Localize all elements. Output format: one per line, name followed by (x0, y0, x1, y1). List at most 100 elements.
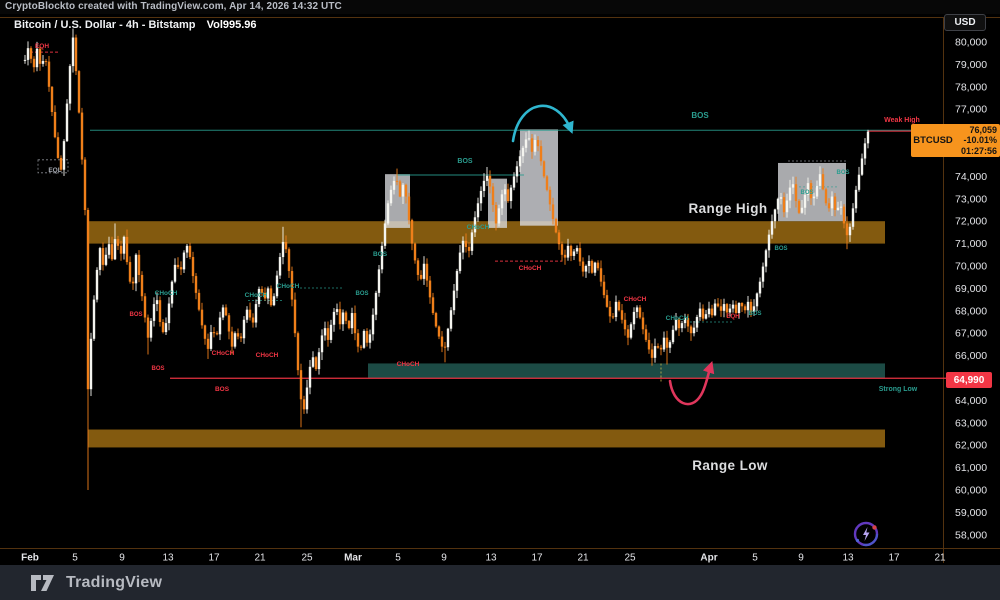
candle-body (335, 309, 339, 312)
attribution-bar: CryptoBlockto created with TradingView.c… (0, 0, 1000, 14)
candle-body (437, 326, 441, 337)
candle-body (404, 184, 408, 197)
candle-body (92, 299, 96, 339)
lightning-icon (863, 527, 870, 541)
smc-label: BOS (129, 312, 142, 318)
candle-body (626, 329, 630, 338)
price-tick-label: 64,000 (955, 395, 987, 407)
candle-body (728, 308, 732, 313)
smc-label: CHoCH (397, 361, 420, 368)
candle-body (107, 244, 111, 255)
smc-label: CHoCH (245, 292, 268, 299)
candle-body (530, 138, 534, 152)
time-tick-label: 5 (752, 553, 758, 564)
price-tick-label: 60,000 (955, 485, 987, 497)
candle-body (122, 236, 126, 254)
candle-body (377, 269, 381, 293)
current-change-value: -10.01% (963, 135, 997, 146)
candle-body (341, 312, 345, 325)
candle-body (494, 204, 498, 224)
current-price-label[interactable]: BTCUSD 76,059 -10.01% 01:27:56 (911, 124, 1000, 157)
smc-label: BOS (836, 170, 849, 176)
price-axis-separator (943, 17, 944, 563)
candle-body (713, 303, 717, 316)
reaccumulation-arrow[interactable] (668, 361, 715, 406)
candle-wick (528, 130, 530, 141)
candle-body (620, 310, 624, 320)
candles-layer (23, 28, 870, 490)
candle-body (173, 264, 177, 282)
price-tick-label: 68,000 (955, 305, 987, 317)
candle-body (578, 248, 582, 262)
candle-body (770, 221, 774, 235)
price-axis[interactable]: 80,000 79,000 78,000 77,000 74,000 73,000 72,0… (955, 37, 987, 542)
time-tick-label: Feb (21, 553, 39, 564)
candle-body (737, 302, 741, 314)
candle-body (293, 299, 297, 334)
candle-body (269, 288, 273, 306)
candle-body (671, 329, 675, 343)
candle-body (263, 292, 267, 299)
candle-body (98, 248, 102, 270)
tradingview-wordmark[interactable]: TradingView (66, 573, 163, 591)
candle-body (254, 304, 258, 323)
candle-body (56, 137, 60, 158)
candle-wick (132, 277, 134, 290)
candle-body (467, 246, 471, 251)
candle-body (449, 310, 453, 329)
candle-body (83, 159, 87, 210)
candle-body (236, 333, 240, 337)
tradingview-logo-icon[interactable] (30, 572, 56, 594)
candle-body (695, 316, 699, 328)
candle-body (266, 288, 270, 299)
candle-body (803, 194, 807, 208)
candle-body (506, 189, 510, 202)
range-high-band[interactable] (88, 221, 885, 244)
candle-body (458, 252, 462, 272)
candle-body (212, 332, 216, 334)
time-tick-label: 13 (485, 553, 497, 564)
candle-body (791, 184, 795, 188)
candle-wick (45, 58, 47, 66)
candle-body (242, 319, 246, 339)
smc-label: BOS (151, 366, 164, 372)
candle-body (71, 37, 75, 67)
range-label: Range High (688, 201, 767, 216)
candle-body (698, 308, 702, 317)
time-axis[interactable]: Feb 5 9 13 17 21 25 Mar 5 9 13 17 21 25 Apr 5 9 13 17 21 (21, 553, 946, 564)
demand-band[interactable] (368, 363, 885, 379)
currency-toggle-button[interactable]: USD (944, 14, 986, 31)
candle-body (146, 317, 150, 338)
candle-body (305, 387, 309, 410)
candle-body (143, 296, 147, 318)
candle-body (281, 241, 285, 258)
candle-body (509, 187, 513, 202)
candle-body (854, 189, 858, 209)
candle-body (380, 245, 384, 270)
candle-body (344, 312, 348, 321)
candle-body (362, 330, 366, 348)
range-low-band[interactable] (88, 429, 885, 448)
candle-body (497, 208, 501, 224)
candle-body (527, 138, 531, 140)
level-price-label[interactable]: 64,990 (946, 372, 992, 388)
candle-body (734, 304, 738, 314)
symbol-title[interactable]: Bitcoin / U.S. Dollar - 4h - Bitstamp Vo… (14, 19, 257, 31)
candle-body (311, 357, 315, 367)
candle-body (455, 271, 459, 291)
candle-body (86, 210, 90, 390)
drawn-arrows-layer (511, 104, 715, 406)
candle-body (419, 274, 423, 279)
price-tick-label: 72,000 (955, 216, 987, 228)
candle-body (653, 346, 657, 358)
candle-body (623, 319, 627, 330)
candle-body (470, 232, 474, 251)
distribution-arrow[interactable] (511, 104, 574, 143)
symbol-tag: BTCUSD (913, 135, 953, 146)
candle-body (416, 260, 420, 275)
candle-body (731, 304, 735, 309)
candle-body (776, 198, 780, 210)
candle-body (194, 276, 198, 293)
candle-body (365, 330, 369, 343)
